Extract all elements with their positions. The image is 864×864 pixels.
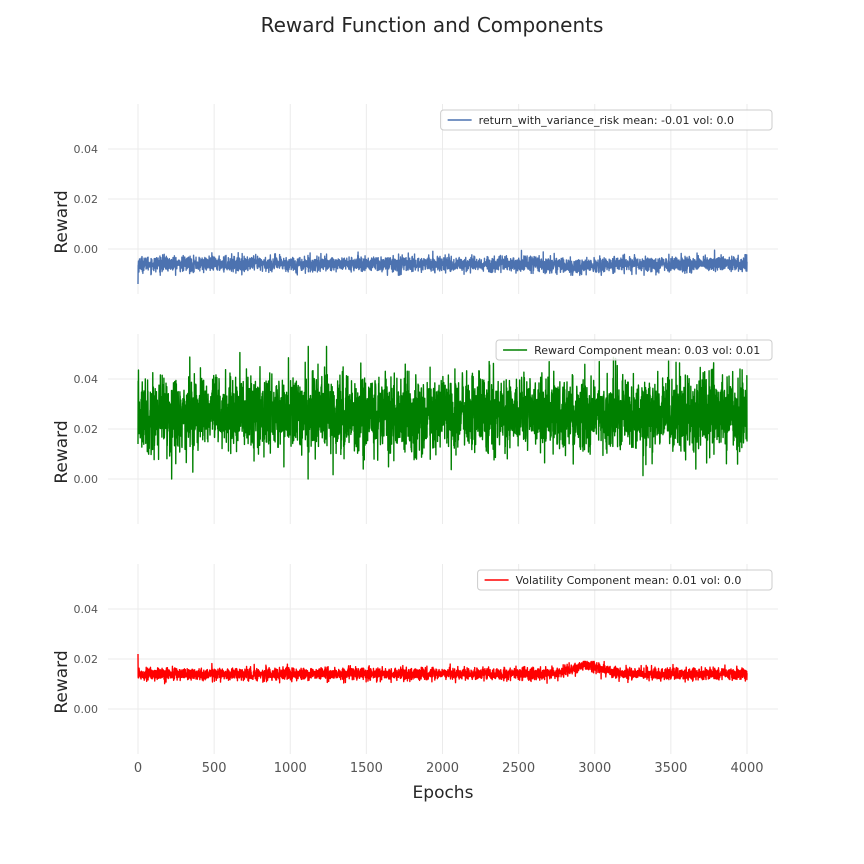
x-tick-label: 0 [134, 761, 142, 776]
legend-box [440, 109, 773, 131]
y-tick-label: 0.04 [74, 373, 99, 386]
x-axis: 0 500 1000 1500 2000 2500 3000 3500 4000 [134, 761, 764, 776]
y-axis-label: Reward [52, 420, 72, 483]
y-axis-label: Reward [52, 190, 72, 253]
y-tick-label: 0.02 [74, 653, 99, 666]
subplot-1: 0.00 0.02 0.04 Reward return_with_variance_r… [52, 104, 778, 294]
x-tick-label: 1000 [274, 761, 307, 776]
subplot-3: 0.00 0.02 0.04 Reward Volatility Component m… [52, 564, 778, 754]
y-tick-label: 0.00 [74, 243, 99, 256]
x-tick-label: 3500 [654, 761, 687, 776]
x-tick-label: 4000 [730, 761, 763, 776]
y-tick-label: 0.04 [74, 143, 99, 156]
figure-title: Reward Function and Components [261, 13, 604, 37]
y-tick-label: 0.04 [74, 603, 99, 616]
legend-label: Volatility Component mean: 0.01 vol: 0.0 [516, 574, 742, 587]
legend-label: return_with_variance_risk mean: -0.01 vo… [479, 114, 734, 127]
legend-label: Reward Component mean: 0.03 vol: 0.01 [534, 344, 760, 357]
subplots: 0.00 0.02 0.04 Reward return_with_variance_r… [52, 104, 778, 754]
x-axis-label: Epochs [413, 783, 474, 803]
legend-box [495, 339, 773, 361]
subplot-2: 0.00 0.02 0.04 Reward Reward Component mean:… [52, 334, 778, 524]
x-tick-label: 2500 [502, 761, 535, 776]
legend: Volatility Component mean: 0.01 vol: 0.0 [477, 569, 773, 591]
x-tick-label: 3000 [578, 761, 611, 776]
y-tick-label: 0.00 [74, 703, 99, 716]
series-line [137, 653, 748, 685]
y-tick-label: 0.00 [74, 473, 99, 486]
series-line [137, 345, 748, 480]
x-tick-label: 1500 [350, 761, 383, 776]
y-tick-label: 0.02 [74, 193, 99, 206]
y-axis-label: Reward [52, 650, 72, 713]
series-line [137, 249, 748, 285]
legend: Reward Component mean: 0.03 vol: 0.01 [495, 339, 773, 361]
y-tick-label: 0.02 [74, 423, 99, 436]
legend-box [477, 569, 773, 591]
x-tick-label: 500 [202, 761, 227, 776]
legend: return_with_variance_risk mean: -0.01 vo… [440, 109, 773, 131]
x-tick-label: 2000 [426, 761, 459, 776]
